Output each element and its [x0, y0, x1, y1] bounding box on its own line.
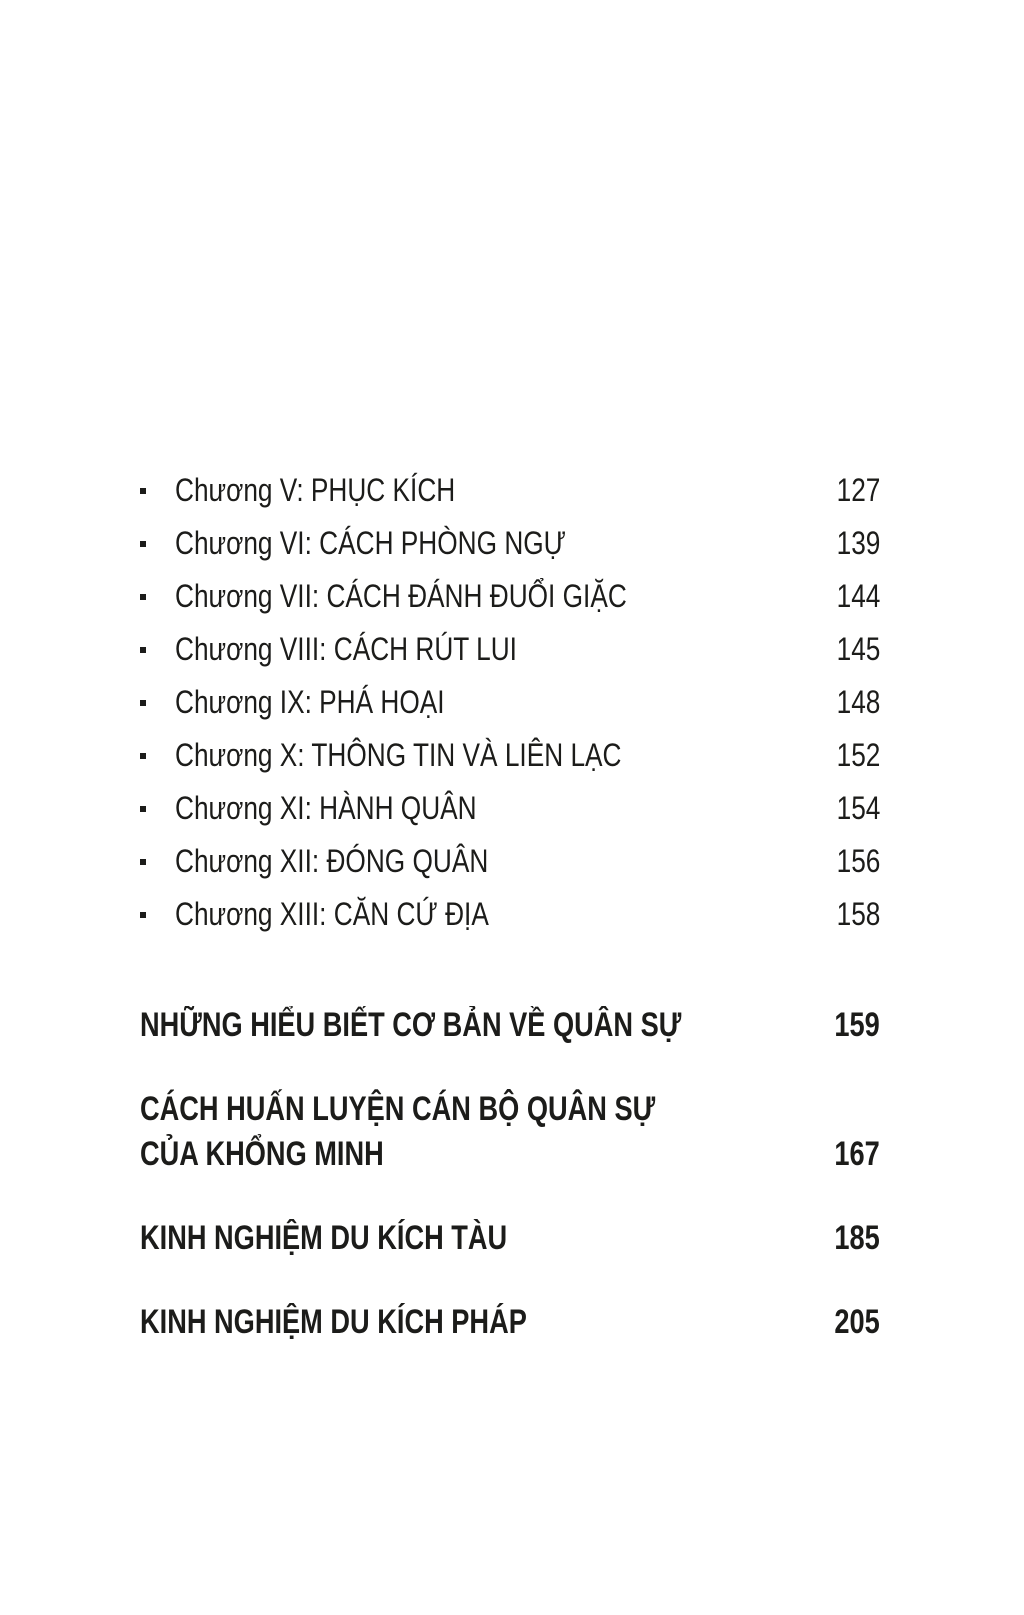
- chapter-page-number: 154: [836, 790, 880, 826]
- chapter-title: Chương XIII: CĂN CỨ ĐỊA: [175, 896, 489, 932]
- chapter-list: Chương V: PHỤC KÍCH 127 Chương VI: CÁCH …: [140, 464, 880, 941]
- chapter-page-number: 144: [836, 578, 880, 614]
- section-page-number: 159: [834, 1006, 880, 1044]
- chapter-page-number: 148: [836, 684, 880, 720]
- bullet-icon: [140, 540, 146, 547]
- section-title-line: KINH NGHIỆM DU KÍCH PHÁP: [140, 1303, 527, 1341]
- toc-section-row: CÁCH HUẤN LUYỆN CÁN BỘ QUÂN SỰ CỦA KHỔNG …: [140, 1087, 880, 1177]
- bullet-icon: [140, 646, 146, 653]
- section-page-number: 167: [834, 1135, 880, 1173]
- chapter-page-number: 152: [836, 737, 880, 773]
- toc-chapter-row: Chương VI: CÁCH PHÒNG NGỰ 139: [140, 517, 880, 570]
- toc-chapter-row: Chương XI: HÀNH QUÂN 154: [140, 782, 880, 835]
- bullet-icon: [140, 858, 146, 865]
- toc-chapter-row: Chương XII: ĐÓNG QUÂN 156: [140, 835, 880, 888]
- toc-chapter-row: Chương XIII: CĂN CỨ ĐỊA 158: [140, 888, 880, 941]
- chapter-page-number: 127: [836, 472, 880, 508]
- section-title: KINH NGHIỆM DU KÍCH TÀU: [140, 1216, 687, 1261]
- section-title: CÁCH HUẤN LUYỆN CÁN BỘ QUÂN SỰ CỦA KHỔNG …: [140, 1087, 687, 1177]
- section-page-number: 185: [834, 1219, 880, 1257]
- chapter-page-number: 156: [836, 843, 880, 879]
- chapter-title: Chương VIII: CÁCH RÚT LUI: [175, 631, 517, 667]
- chapter-title: Chương IX: PHÁ HOẠI: [175, 684, 445, 720]
- toc-section-row: KINH NGHIỆM DU KÍCH PHÁP 205: [140, 1300, 880, 1345]
- chapter-page-number: 145: [836, 631, 880, 667]
- bullet-icon: [140, 487, 146, 494]
- chapter-page-number: 139: [836, 525, 880, 561]
- chapter-title: Chương VII: CÁCH ĐÁNH ĐUỔI GIẶC: [175, 578, 627, 614]
- toc-chapter-row: Chương X: THÔNG TIN VÀ LIÊN LẠC 152: [140, 729, 880, 782]
- section-title-line: NHỮNG HIỂU BIẾT CƠ BẢN VỀ QUÂN SỰ: [140, 1006, 682, 1044]
- toc-section-row: NHỮNG HIỂU BIẾT CƠ BẢN VỀ QUÂN SỰ 159: [140, 1003, 880, 1048]
- chapter-title: Chương X: THÔNG TIN VÀ LIÊN LẠC: [175, 737, 622, 773]
- chapter-title: Chương XII: ĐÓNG QUÂN: [175, 843, 489, 879]
- chapter-title: Chương XI: HÀNH QUÂN: [175, 790, 477, 826]
- toc-chapter-row: Chương IX: PHÁ HOẠI 148: [140, 676, 880, 729]
- toc-chapter-row: Chương VIII: CÁCH RÚT LUI 145: [140, 623, 880, 676]
- bullet-icon: [140, 805, 146, 812]
- table-of-contents: Chương V: PHỤC KÍCH 127 Chương VI: CÁCH …: [140, 464, 880, 1345]
- section-title-line: CỦA KHỔNG MINH: [140, 1135, 384, 1173]
- section-title: NHỮNG HIỂU BIẾT CƠ BẢN VỀ QUÂN SỰ: [140, 1003, 687, 1048]
- chapter-title: Chương V: PHỤC KÍCH: [175, 472, 456, 508]
- bullet-icon: [140, 699, 146, 706]
- chapter-page-number: 158: [836, 896, 880, 932]
- bullet-icon: [140, 752, 146, 759]
- section-title-line: CÁCH HUẤN LUYỆN CÁN BỘ QUÂN SỰ: [140, 1090, 656, 1128]
- bullet-icon: [140, 593, 146, 600]
- chapter-title: Chương VI: CÁCH PHÒNG NGỰ: [175, 525, 567, 561]
- bullet-icon: [140, 911, 146, 918]
- section-page-number: 205: [834, 1303, 880, 1341]
- toc-chapter-row: Chương VII: CÁCH ĐÁNH ĐUỔI GIẶC 144: [140, 570, 880, 623]
- toc-section-row: KINH NGHIỆM DU KÍCH TÀU 185: [140, 1216, 880, 1261]
- section-title-line: KINH NGHIỆM DU KÍCH TÀU: [140, 1219, 508, 1257]
- toc-chapter-row: Chương V: PHỤC KÍCH 127: [140, 464, 880, 517]
- section-list: NHỮNG HIỂU BIẾT CƠ BẢN VỀ QUÂN SỰ 159 CÁ…: [140, 1003, 880, 1345]
- section-title: KINH NGHIỆM DU KÍCH PHÁP: [140, 1300, 687, 1345]
